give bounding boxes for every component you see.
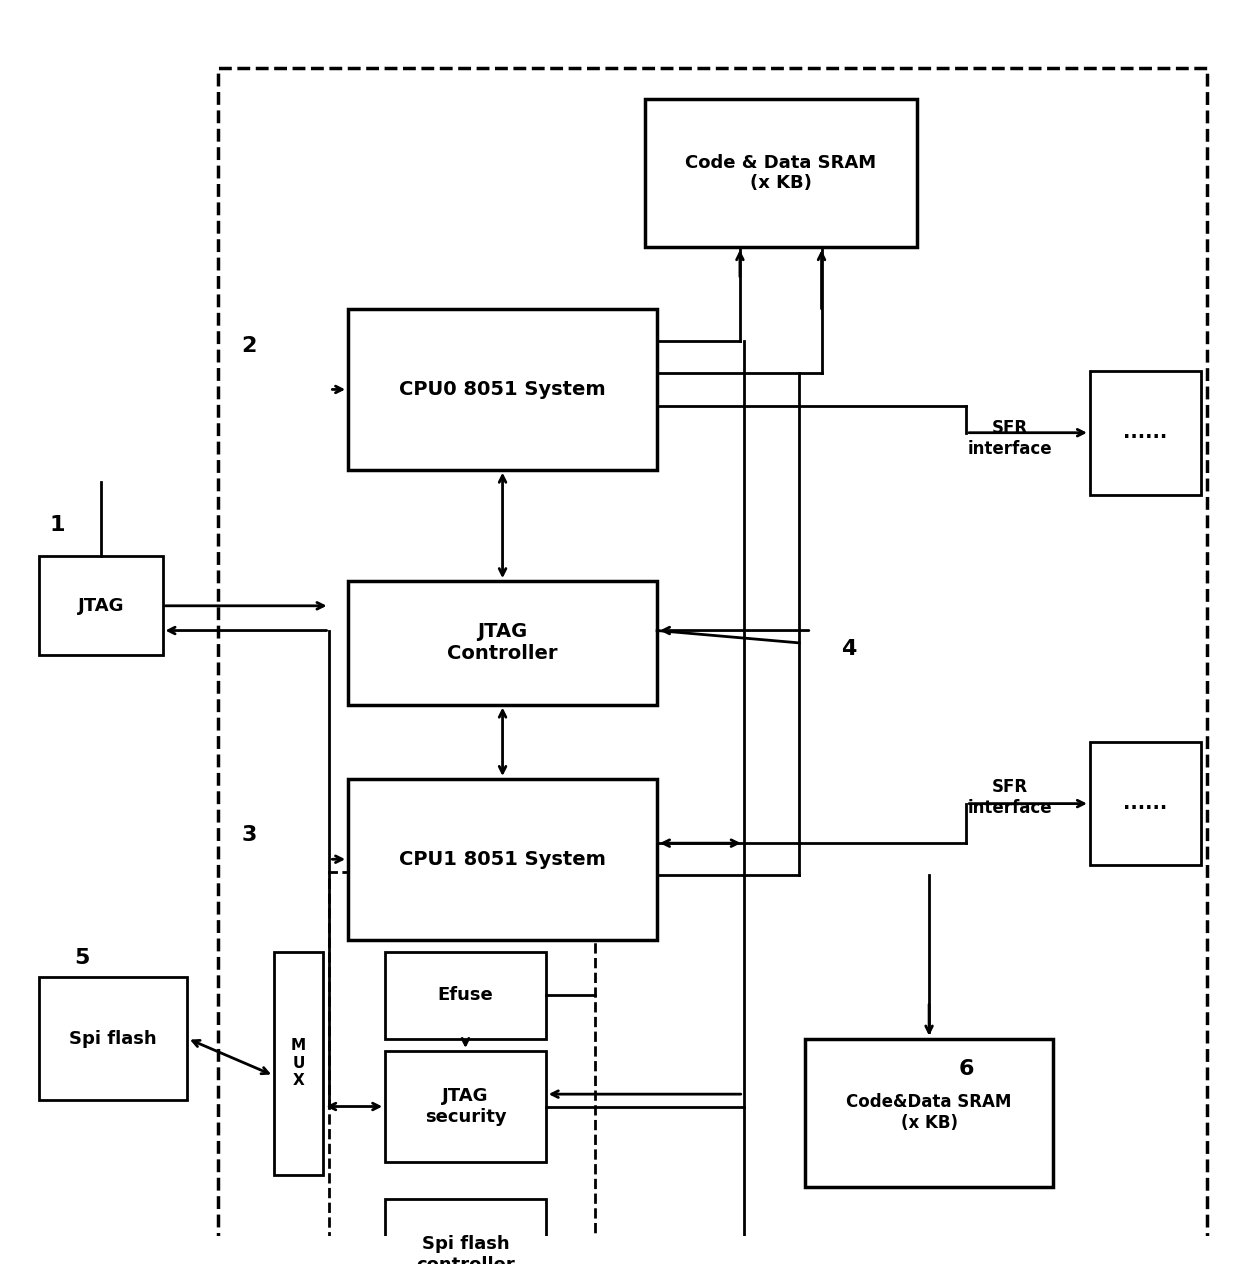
Text: 4: 4 [841, 640, 857, 659]
FancyBboxPatch shape [348, 310, 657, 470]
Text: JTAG: JTAG [77, 597, 124, 614]
Text: M
U
X: M U X [291, 1038, 306, 1088]
Text: 2: 2 [242, 336, 257, 356]
Text: 5: 5 [74, 948, 89, 968]
FancyBboxPatch shape [38, 556, 162, 655]
Text: CPU1 8051 System: CPU1 8051 System [399, 849, 606, 868]
Text: ......: ...... [1123, 794, 1168, 813]
FancyBboxPatch shape [330, 872, 595, 1264]
Text: ......: ...... [1123, 423, 1168, 442]
Text: Efuse: Efuse [438, 986, 494, 1004]
Text: JTAG
Controller: JTAG Controller [448, 622, 558, 664]
Text: Spi flash
controller: Spi flash controller [417, 1235, 515, 1264]
Text: Code&Data SRAM
(x KB): Code&Data SRAM (x KB) [847, 1093, 1012, 1133]
Text: Spi flash: Spi flash [69, 1029, 157, 1048]
Text: 6: 6 [959, 1059, 973, 1079]
Text: JTAG
security: JTAG security [424, 1087, 506, 1126]
Text: CPU0 8051 System: CPU0 8051 System [399, 380, 606, 399]
FancyBboxPatch shape [386, 1200, 546, 1264]
FancyBboxPatch shape [348, 779, 657, 939]
FancyBboxPatch shape [38, 977, 187, 1101]
FancyBboxPatch shape [1090, 370, 1202, 494]
Text: Code & Data SRAM
(x KB): Code & Data SRAM (x KB) [686, 154, 877, 192]
Text: 1: 1 [50, 516, 66, 536]
Text: SFR
interface: SFR interface [967, 779, 1052, 817]
FancyBboxPatch shape [348, 581, 657, 705]
FancyBboxPatch shape [218, 68, 1208, 1264]
Text: SFR
interface: SFR interface [967, 420, 1052, 459]
FancyBboxPatch shape [645, 99, 916, 248]
Text: 3: 3 [242, 824, 257, 844]
FancyBboxPatch shape [386, 1050, 546, 1162]
FancyBboxPatch shape [386, 952, 546, 1039]
FancyBboxPatch shape [806, 1039, 1053, 1187]
FancyBboxPatch shape [274, 952, 324, 1174]
FancyBboxPatch shape [1090, 742, 1202, 866]
